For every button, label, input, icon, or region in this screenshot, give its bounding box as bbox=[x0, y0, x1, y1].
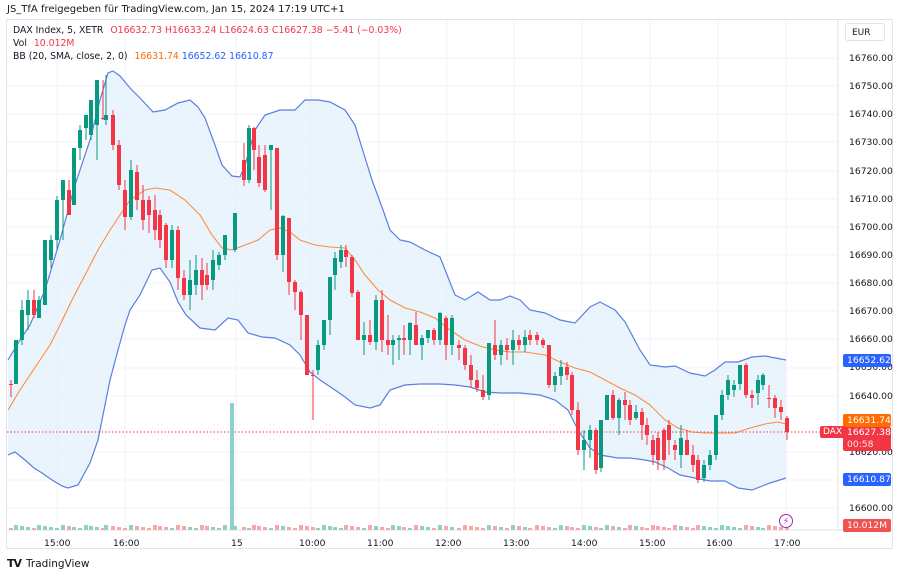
svg-text:16720.00: 16720.00 bbox=[849, 166, 893, 177]
legend-bb-basis: 16631.74 bbox=[134, 51, 179, 62]
svg-text:16710.00: 16710.00 bbox=[849, 194, 893, 205]
legend-open: O16632.73 bbox=[110, 25, 163, 36]
svg-text:16650.00: 16650.00 bbox=[849, 362, 893, 373]
svg-text:16740.00: 16740.00 bbox=[849, 109, 893, 120]
svg-text:15: 15 bbox=[231, 538, 243, 549]
volume-price-tag: 10.012M bbox=[843, 519, 891, 532]
svg-text:16680.00: 16680.00 bbox=[849, 278, 893, 289]
legend-high: H16633.24 bbox=[165, 25, 217, 36]
legend-low: L16624.63 bbox=[219, 25, 269, 36]
legend-volume[interactable]: Vol 10.012M bbox=[13, 37, 402, 50]
bb-lower-price-tag: 16610.87 bbox=[843, 473, 891, 486]
svg-text:15:00: 15:00 bbox=[639, 538, 666, 549]
legend-vol-label: Vol bbox=[13, 38, 27, 49]
bb-basis-price-tag: 16631.74 bbox=[843, 414, 891, 427]
bb-lower-line bbox=[7, 267, 787, 491]
legend-bollinger[interactable]: BB (20, SMA, close, 2, 0) 16631.74 16652… bbox=[13, 50, 402, 63]
price-axis[interactable]: 16760.00 16750.00 16740.00 16730.00 1672… bbox=[849, 53, 893, 514]
footer: TV TradingView bbox=[7, 557, 89, 570]
legend-close: C16627.38 bbox=[271, 25, 323, 36]
svg-text:10:00: 10:00 bbox=[299, 538, 326, 549]
svg-text:16:00: 16:00 bbox=[113, 538, 140, 549]
lightning-icon[interactable]: ⚡ bbox=[779, 514, 793, 528]
symbol-tag: DAX bbox=[820, 426, 846, 438]
svg-text:15:00: 15:00 bbox=[44, 538, 71, 549]
bb-upper-price-tag: 16652.62 bbox=[843, 354, 891, 367]
footer-brand: TradingView bbox=[26, 557, 90, 570]
currency-button[interactable]: EUR bbox=[845, 23, 885, 41]
legend-main-series[interactable]: DAX Index, 5, XETR O16632.73 H16633.24 L… bbox=[13, 24, 402, 37]
last-price-value: 16627.38 bbox=[847, 427, 891, 438]
svg-text:16690.00: 16690.00 bbox=[849, 250, 893, 261]
svg-text:16760.00: 16760.00 bbox=[849, 53, 893, 64]
svg-text:14:00: 14:00 bbox=[571, 538, 598, 549]
svg-text:16620.00: 16620.00 bbox=[849, 447, 893, 458]
svg-text:16750.00: 16750.00 bbox=[849, 81, 893, 92]
shared-by-line: JS_TfA freigegeben für TradingView.com, … bbox=[7, 4, 345, 15]
svg-text:12:00: 12:00 bbox=[435, 538, 462, 549]
legend-bb-label: BB (20, SMA, close, 2, 0) bbox=[13, 51, 128, 62]
svg-text:17:00: 17:00 bbox=[774, 538, 801, 549]
svg-text:11:00: 11:00 bbox=[367, 538, 394, 549]
svg-text:16660.00: 16660.00 bbox=[849, 334, 893, 345]
svg-text:16700.00: 16700.00 bbox=[849, 222, 893, 233]
svg-text:16600.00: 16600.00 bbox=[849, 503, 893, 514]
legend-bb-upper: 16652.62 bbox=[181, 51, 227, 62]
bb-fill bbox=[8, 71, 786, 490]
candlestick-series bbox=[9, 75, 789, 483]
svg-text:16730.00: 16730.00 bbox=[849, 137, 893, 148]
bar-countdown: 00:58 bbox=[847, 439, 874, 450]
svg-text:13:00: 13:00 bbox=[503, 538, 530, 549]
bb-upper-line bbox=[7, 70, 787, 377]
volume-series bbox=[9, 403, 789, 530]
last-price-tag: 16627.38 00:58 bbox=[843, 427, 891, 451]
svg-text:16640.00: 16640.00 bbox=[849, 391, 893, 402]
legend-vol-value: 10.012M bbox=[33, 38, 75, 49]
bb-basis-line bbox=[7, 187, 787, 434]
legend-symbol: DAX Index, 5, XETR bbox=[13, 25, 104, 36]
svg-text:16:00: 16:00 bbox=[706, 538, 733, 549]
legend-change: −5.41 (−0.03%) bbox=[325, 25, 402, 36]
time-axis[interactable]: 15:00 16:00 15 10:00 11:00 12:00 13:00 1… bbox=[44, 538, 801, 549]
tradingview-logo-icon: TV bbox=[7, 557, 22, 570]
chart-frame bbox=[6, 19, 893, 549]
chart-legend: DAX Index, 5, XETR O16632.73 H16633.24 L… bbox=[13, 24, 402, 63]
svg-text:16670.00: 16670.00 bbox=[849, 306, 893, 317]
legend-bb-lower: 16610.87 bbox=[229, 51, 274, 62]
